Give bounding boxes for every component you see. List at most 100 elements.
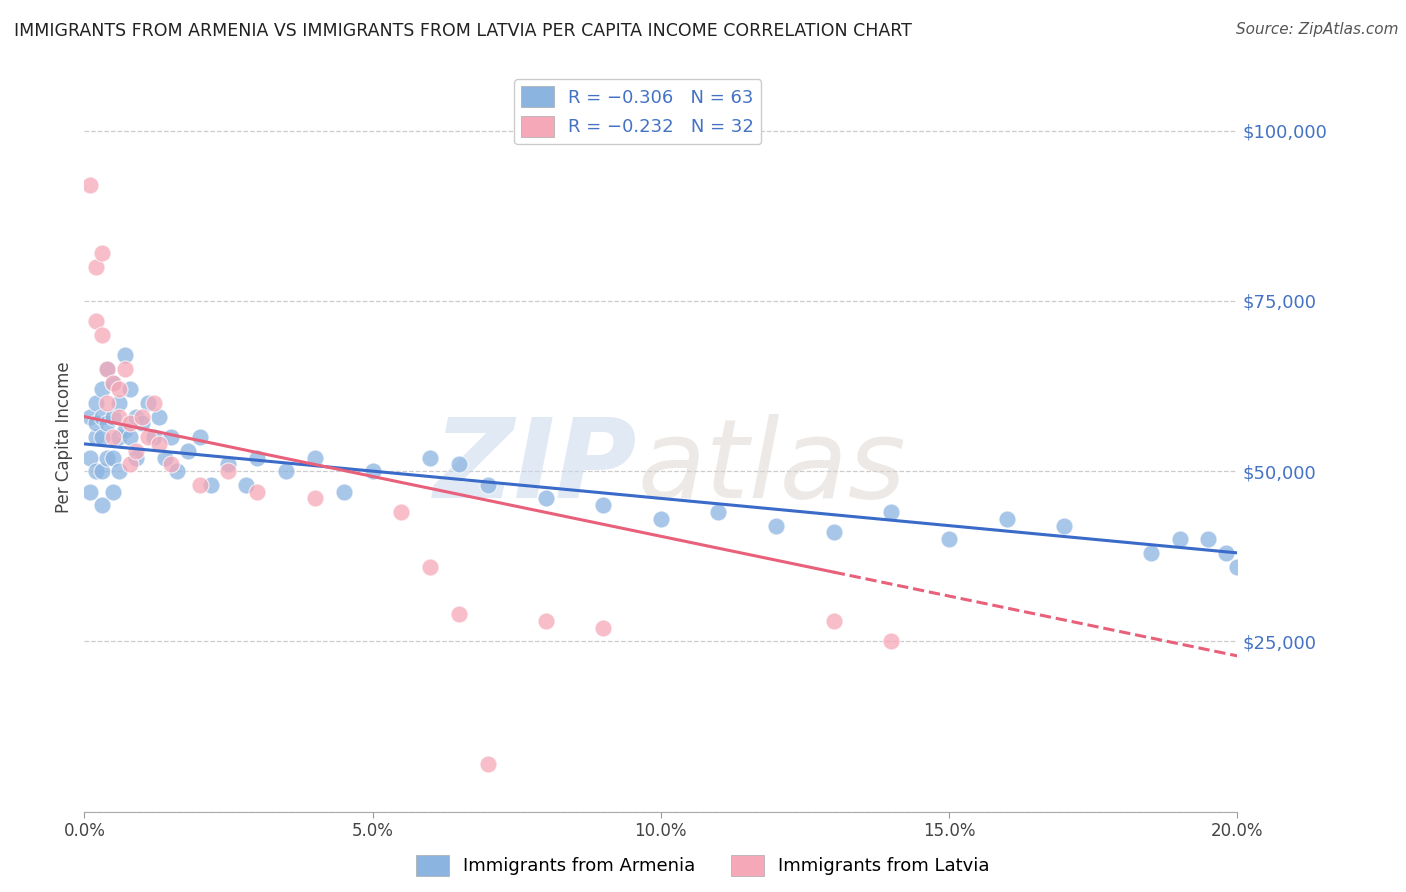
Point <box>120 417 142 431</box>
Point <box>160 430 183 444</box>
Point <box>938 533 960 547</box>
Point <box>108 464 131 478</box>
Point <box>246 484 269 499</box>
Point <box>84 396 107 410</box>
Point <box>477 757 499 772</box>
Text: Source: ZipAtlas.com: Source: ZipAtlas.com <box>1236 22 1399 37</box>
Point <box>148 437 170 451</box>
Point <box>108 409 131 424</box>
Point <box>361 464 384 478</box>
Point <box>142 396 165 410</box>
Point <box>592 621 614 635</box>
Point <box>90 498 112 512</box>
Point <box>131 409 153 424</box>
Point <box>120 458 142 472</box>
Point <box>79 409 101 424</box>
Point <box>880 634 903 648</box>
Point <box>1168 533 1191 547</box>
Point <box>995 512 1018 526</box>
Point <box>103 450 124 465</box>
Text: ZIP: ZIP <box>434 414 638 521</box>
Point <box>84 417 107 431</box>
Point <box>96 450 118 465</box>
Point <box>79 450 101 465</box>
Y-axis label: Per Capita Income: Per Capita Income <box>55 361 73 513</box>
Point <box>96 362 118 376</box>
Point <box>103 484 124 499</box>
Point <box>136 396 159 410</box>
Point <box>449 458 471 472</box>
Point <box>84 314 107 328</box>
Point <box>108 383 131 397</box>
Point <box>246 450 269 465</box>
Point <box>166 464 188 478</box>
Point <box>96 417 118 431</box>
Point <box>131 417 153 431</box>
Point <box>90 246 112 260</box>
Point <box>823 525 845 540</box>
Point <box>136 430 159 444</box>
Point <box>125 409 148 424</box>
Point <box>96 362 118 376</box>
Point <box>153 450 176 465</box>
Point <box>200 477 222 491</box>
Point <box>142 430 165 444</box>
Point <box>1140 546 1163 560</box>
Point <box>103 376 124 390</box>
Point <box>90 383 112 397</box>
Point <box>276 464 298 478</box>
Point <box>90 409 112 424</box>
Point <box>148 409 170 424</box>
Point <box>823 614 845 628</box>
Point <box>84 430 107 444</box>
Point <box>114 423 136 437</box>
Point <box>103 409 124 424</box>
Point <box>84 464 107 478</box>
Point <box>1198 533 1220 547</box>
Point <box>160 458 183 472</box>
Point <box>188 477 211 491</box>
Point <box>108 430 131 444</box>
Point <box>1215 546 1237 560</box>
Point <box>108 396 131 410</box>
Point <box>177 443 200 458</box>
Legend: R = −0.306   N = 63, R = −0.232   N = 32: R = −0.306 N = 63, R = −0.232 N = 32 <box>515 79 762 145</box>
Point <box>96 396 118 410</box>
Point <box>419 559 441 574</box>
Point <box>103 376 124 390</box>
Point <box>79 178 101 192</box>
Point <box>235 477 257 491</box>
Text: IMMIGRANTS FROM ARMENIA VS IMMIGRANTS FROM LATVIA PER CAPITA INCOME CORRELATION : IMMIGRANTS FROM ARMENIA VS IMMIGRANTS FR… <box>14 22 912 40</box>
Point <box>419 450 441 465</box>
Point <box>650 512 672 526</box>
Point <box>125 443 148 458</box>
Point <box>1053 518 1076 533</box>
Point <box>333 484 356 499</box>
Legend: Immigrants from Armenia, Immigrants from Latvia: Immigrants from Armenia, Immigrants from… <box>409 847 997 883</box>
Point <box>449 607 471 622</box>
Text: atlas: atlas <box>638 414 907 521</box>
Point <box>534 614 557 628</box>
Point <box>592 498 614 512</box>
Point <box>880 505 903 519</box>
Point <box>125 450 148 465</box>
Point <box>218 464 240 478</box>
Point <box>765 518 787 533</box>
Point <box>90 430 112 444</box>
Point <box>707 505 730 519</box>
Point <box>1226 559 1249 574</box>
Point <box>90 464 112 478</box>
Point <box>79 484 101 499</box>
Point <box>114 362 136 376</box>
Point <box>103 430 124 444</box>
Point <box>90 327 112 342</box>
Point <box>120 430 142 444</box>
Point <box>188 430 211 444</box>
Point <box>477 477 499 491</box>
Point <box>304 450 326 465</box>
Point <box>391 505 413 519</box>
Point <box>114 348 136 362</box>
Point <box>534 491 557 506</box>
Point <box>218 458 240 472</box>
Point <box>120 383 142 397</box>
